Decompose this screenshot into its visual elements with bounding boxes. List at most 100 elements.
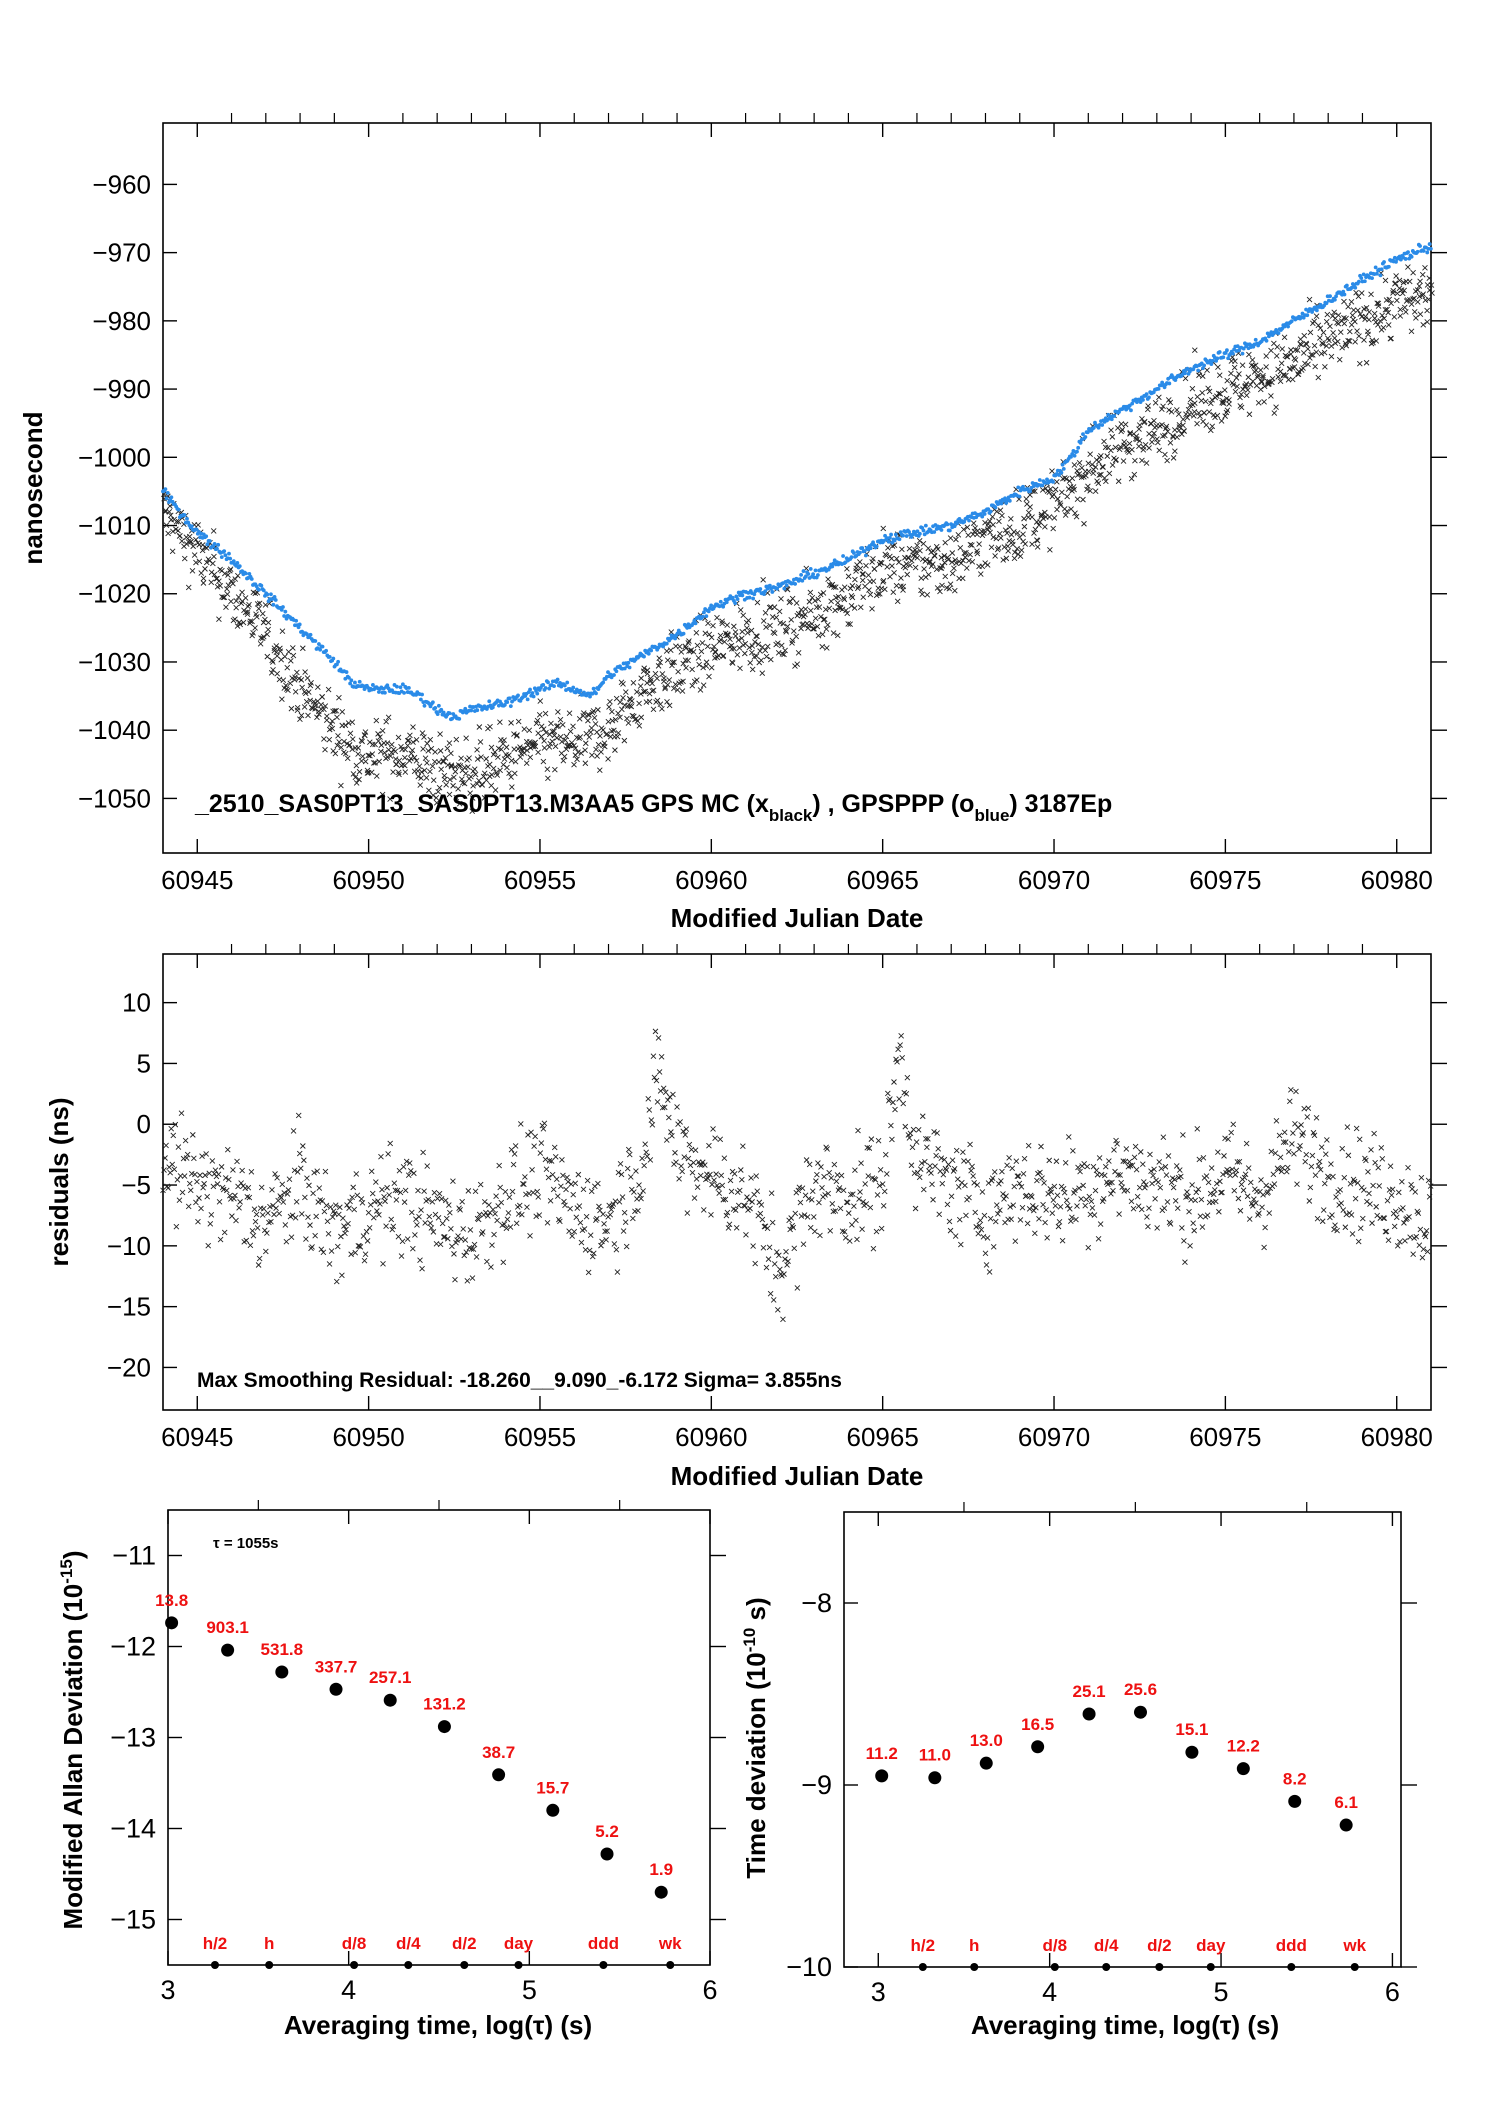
- residual-x-point: [761, 1223, 768, 1230]
- blue-o-point: [447, 711, 452, 716]
- residual-x-point: [1311, 1132, 1318, 1139]
- black-x-point: [598, 749, 604, 755]
- blue-o-point: [215, 546, 219, 551]
- residual-x-point: [1341, 1174, 1348, 1181]
- black-x-point: [788, 617, 795, 623]
- residual-x-point: [969, 1163, 975, 1170]
- black-x-point: [1162, 451, 1168, 458]
- black-x-point: [244, 611, 251, 617]
- residual-x-point: [808, 1196, 815, 1203]
- residual-x-point: [1313, 1114, 1320, 1121]
- blue-o-point: [257, 587, 261, 592]
- residual-x-point: [215, 1171, 222, 1178]
- black-x-point: [1095, 480, 1102, 487]
- residual-x-point: [467, 1227, 474, 1233]
- black-x-point: [1399, 290, 1406, 297]
- black-x-point: [1414, 299, 1421, 305]
- residual-x-point: [1353, 1125, 1360, 1132]
- black-x-point: [1388, 300, 1394, 307]
- residual-x-point: [1198, 1196, 1205, 1203]
- blue-o-point: [730, 595, 735, 600]
- residual-x-point: [800, 1241, 807, 1248]
- black-x-point: [793, 633, 800, 640]
- black-x-point: [1260, 372, 1266, 379]
- residual-x-point: [506, 1194, 513, 1201]
- black-x-point: [329, 725, 336, 732]
- blue-o-point: [830, 564, 835, 569]
- blue-o-point: [816, 573, 820, 577]
- residual-x-point: [791, 1245, 798, 1252]
- residual-x-point: [919, 1113, 926, 1120]
- black-x-point: [758, 657, 765, 664]
- black-x-point: [985, 521, 992, 527]
- residual-x-point: [1156, 1159, 1163, 1165]
- black-x-point: [1096, 472, 1103, 478]
- black-x-point: [367, 752, 373, 759]
- black-x-point: [899, 546, 905, 553]
- residual-x-point: [181, 1173, 188, 1179]
- residual-x-point: [1048, 1189, 1055, 1195]
- residual-x-point: [185, 1203, 192, 1210]
- black-x-point: [1385, 322, 1392, 328]
- black-x-point: [495, 754, 501, 760]
- black-x-point: [650, 687, 657, 694]
- residual-x-point: [818, 1164, 824, 1170]
- residual-x-point: [677, 1119, 683, 1125]
- blue-o-point: [1334, 294, 1338, 299]
- black-x-point: [768, 656, 774, 663]
- black-x-point: [918, 575, 925, 582]
- black-x-point: [982, 519, 988, 526]
- black-x-point: [401, 754, 408, 761]
- black-x-point: [1275, 374, 1282, 380]
- black-x-point: [815, 596, 822, 603]
- residual-x-point: [587, 1232, 594, 1239]
- black-x-point: [1356, 360, 1363, 367]
- blue-o-point: [1061, 466, 1066, 471]
- residual-x-point: [260, 1205, 267, 1212]
- black-x-point: [1305, 361, 1311, 368]
- black-x-point: [511, 770, 518, 777]
- blue-o-point: [594, 691, 598, 696]
- black-x-point: [450, 782, 456, 789]
- black-x-point: [555, 723, 561, 729]
- residual-x-point: [1382, 1228, 1389, 1235]
- black-x-point: [878, 585, 885, 592]
- residual-x-point: [437, 1241, 444, 1248]
- residual-x-point: [865, 1173, 872, 1179]
- time-marker-dot: [918, 1963, 927, 1971]
- black-x-point: [1163, 423, 1170, 430]
- blue-o-point: [1202, 363, 1207, 368]
- black-x-point: [695, 655, 702, 661]
- residual-x-point: [217, 1236, 224, 1243]
- residual-x-point: [978, 1226, 985, 1233]
- black-x-point: [721, 639, 728, 645]
- residual-x-point: [1326, 1174, 1332, 1181]
- residual-x-point: [610, 1201, 617, 1207]
- black-x-point: [606, 704, 612, 710]
- black-x-point: [998, 535, 1004, 541]
- residual-x-point: [760, 1245, 767, 1251]
- black-x-point: [1352, 318, 1358, 325]
- residual-x-point: [1007, 1204, 1013, 1210]
- residual-x-point: [1073, 1216, 1079, 1223]
- residual-x-point: [1381, 1215, 1388, 1222]
- x-tick-label: 3: [160, 1975, 175, 2005]
- residual-x-point: [979, 1189, 986, 1195]
- black-x-point: [859, 571, 866, 577]
- blue-o-point: [1341, 289, 1346, 294]
- black-x-point: [488, 744, 495, 751]
- black-x-point: [1042, 509, 1048, 516]
- black-x-point: [863, 562, 869, 569]
- black-x-point: [593, 746, 599, 753]
- black-x-point: [235, 572, 241, 579]
- blue-o-point: [1144, 392, 1149, 397]
- black-x-point: [352, 774, 359, 781]
- black-x-point: [227, 566, 234, 572]
- blue-o-point: [860, 546, 865, 550]
- residual-x-point: [1426, 1193, 1433, 1200]
- black-x-point: [1425, 296, 1432, 303]
- residual-x-point: [633, 1168, 639, 1174]
- black-x-point: [938, 554, 945, 561]
- blue-o-point: [418, 697, 423, 702]
- black-x-point: [1257, 386, 1264, 393]
